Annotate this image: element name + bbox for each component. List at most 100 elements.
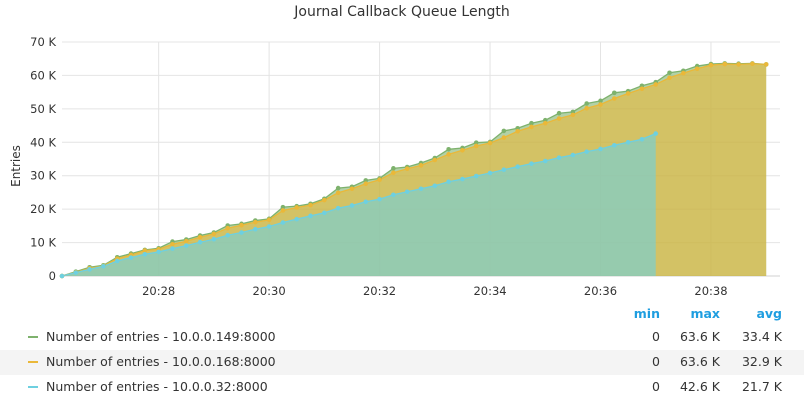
series-lines (61, 62, 767, 277)
y-tick-label: 30 K (30, 169, 56, 183)
data-point (432, 157, 438, 163)
data-point (377, 177, 382, 183)
legend-row[interactable]: Number of entries - 10.0.0.149:8000 0 63… (0, 325, 804, 350)
data-point (722, 61, 728, 67)
legend-max-value: 63.6 K (679, 354, 720, 369)
data-point (667, 75, 672, 81)
data-point (487, 140, 493, 146)
data-point (253, 226, 258, 232)
data-point (349, 186, 355, 192)
data-point (404, 189, 410, 195)
data-point (183, 238, 189, 244)
data-point (556, 116, 562, 121)
data-point (598, 146, 603, 152)
y-tick-label: 20 K (30, 202, 56, 216)
legend: min max avg Number of entries - 10.0.0.1… (0, 303, 804, 400)
data-point (142, 251, 148, 257)
legend-max-value: 42.6 K (679, 379, 720, 394)
data-point (529, 120, 534, 126)
data-point (556, 110, 562, 116)
data-point (197, 234, 203, 240)
y-tick-label: 0 (49, 269, 56, 283)
data-point (639, 86, 645, 92)
x-tick-labels: 20:28 20:30 20:32 20:34 20:36 20:38 (142, 284, 727, 298)
data-point (239, 222, 244, 228)
data-point (570, 112, 576, 118)
data-point (529, 161, 534, 166)
data-point (473, 143, 479, 149)
data-point (667, 70, 672, 76)
legend-swatch-icon (28, 336, 38, 338)
data-point (598, 98, 603, 104)
data-point (197, 239, 203, 245)
data-point (335, 190, 341, 196)
data-point (225, 232, 230, 238)
legend-col-avg[interactable]: avg (756, 306, 782, 321)
data-point (584, 105, 589, 111)
data-point (418, 163, 424, 168)
data-point (391, 170, 396, 176)
data-point (156, 249, 161, 255)
data-point (363, 199, 369, 205)
data-point (280, 204, 286, 210)
series-line (61, 62, 767, 277)
legend-series-name[interactable]: Number of entries - 10.0.0.168:8000 (46, 354, 276, 369)
data-point (87, 267, 92, 272)
data-point (708, 62, 714, 68)
data-point (225, 225, 230, 231)
data-point (59, 273, 65, 279)
legend-col-max[interactable]: max (690, 306, 720, 321)
data-point (294, 205, 300, 210)
legend-series-name[interactable]: Number of entries - 10.0.0.149:8000 (46, 329, 276, 344)
legend-swatch-icon (28, 386, 38, 388)
data-point (391, 192, 396, 198)
x-tick-label: 20:30 (253, 284, 286, 298)
chart-plot[interactable]: 0 10 K 20 K 30 K 40 K 50 K 60 K 70 K 20:28 20:30… (0, 0, 804, 300)
legend-col-min[interactable]: min (633, 306, 660, 321)
data-point (612, 90, 617, 96)
data-point (446, 152, 451, 157)
data-point (128, 255, 134, 260)
data-point (280, 208, 286, 213)
x-tick-label: 20:38 (694, 284, 727, 298)
data-point (639, 136, 645, 142)
data-point (584, 101, 589, 106)
data-point (625, 139, 631, 145)
data-point (114, 258, 120, 264)
data-point (556, 155, 562, 160)
data-point (653, 131, 659, 136)
legend-row[interactable]: Number of entries - 10.0.0.168:8000 0 63… (0, 350, 804, 375)
data-point (418, 186, 424, 192)
data-point (101, 264, 106, 269)
legend-header: min max avg (0, 303, 804, 325)
data-point (612, 96, 617, 101)
series-line (61, 63, 767, 277)
data-point (460, 148, 465, 153)
y-tick-label: 70 K (30, 35, 56, 49)
data-point (363, 178, 369, 183)
legend-series-name[interactable]: Number of entries - 10.0.0.32:8000 (46, 379, 268, 394)
data-point (515, 128, 520, 134)
legend-row[interactable]: Number of entries - 10.0.0.32:8000 0 42.… (0, 375, 804, 400)
data-point (308, 202, 313, 208)
data-point (750, 61, 755, 67)
data-point (404, 166, 410, 171)
data-point (501, 167, 507, 172)
y-tick-label: 10 K (30, 236, 56, 250)
data-point (170, 246, 175, 251)
data-point (211, 236, 217, 242)
data-point (529, 124, 534, 130)
legend-avg-value: 32.9 K (741, 354, 782, 369)
data-point (349, 203, 355, 208)
legend-swatch-icon (28, 361, 38, 363)
data-point (542, 120, 548, 126)
y-axis-label: Entries (9, 145, 23, 187)
data-point (598, 102, 603, 107)
data-point (584, 149, 589, 154)
data-point (73, 270, 79, 275)
data-point (183, 243, 189, 248)
data-point (473, 173, 479, 179)
series-points (59, 61, 769, 279)
data-point (736, 62, 741, 67)
data-point (211, 231, 217, 237)
